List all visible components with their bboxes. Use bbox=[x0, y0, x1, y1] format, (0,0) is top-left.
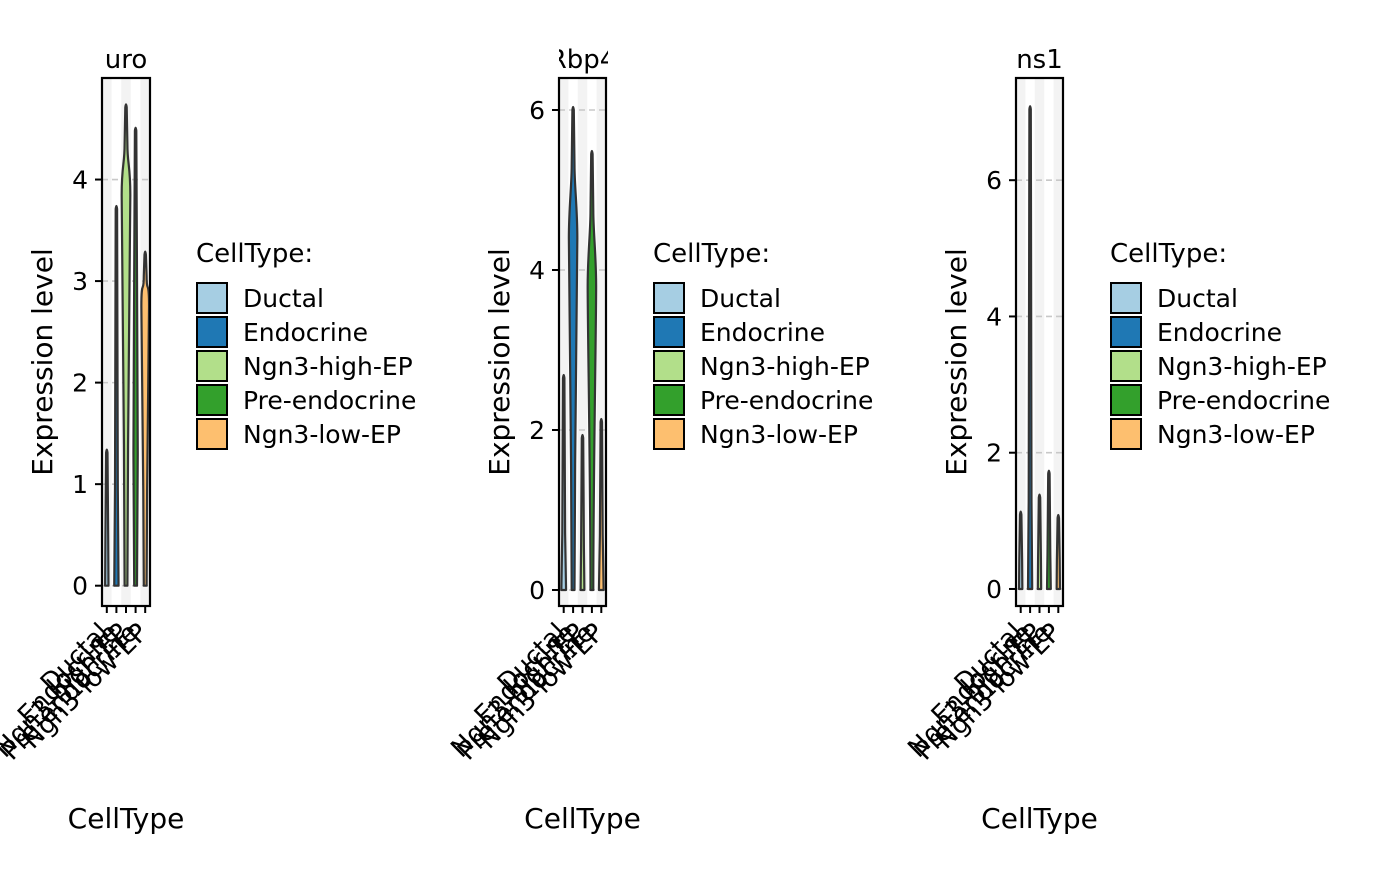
legend-swatch bbox=[196, 282, 228, 314]
violin-ngn3-low-ep bbox=[597, 417, 605, 592]
title-group: Rbp4 bbox=[549, 45, 617, 75]
background-band bbox=[596, 78, 606, 606]
panel-1: uro 0 1 2 3 4 Expression level Ductal Endocrine N… bbox=[0, 45, 416, 835]
violin-endocrine bbox=[1026, 105, 1034, 591]
legend-entry-label: Ngn3-low-EP bbox=[1157, 420, 1315, 449]
legend-swatch bbox=[653, 418, 685, 450]
legend-swatch bbox=[653, 384, 685, 416]
plot-area bbox=[1016, 78, 1063, 606]
legend-entry-label: Pre-endocrine bbox=[1157, 386, 1330, 415]
plot-area bbox=[559, 78, 606, 606]
legend-entry-label: Endocrine bbox=[1157, 318, 1282, 347]
y-tick-label: 2 bbox=[72, 369, 88, 398]
violin-ngn3-low-ep bbox=[140, 250, 150, 587]
chart-title: uro bbox=[105, 45, 148, 75]
y-tick-label: 2 bbox=[529, 416, 545, 445]
legend-title: CellType: bbox=[1110, 239, 1227, 269]
x-axis-label: CellType bbox=[68, 802, 185, 835]
violin-endocrine bbox=[567, 105, 579, 592]
y-tick-label: 0 bbox=[529, 576, 545, 605]
background-band bbox=[1053, 78, 1063, 606]
y-tick-label: 0 bbox=[986, 575, 1002, 604]
legend-entry-label: Ductal bbox=[243, 284, 324, 313]
legend-swatch bbox=[196, 418, 228, 450]
violin-ngn3-high-ep bbox=[120, 103, 132, 587]
background-band bbox=[102, 78, 112, 606]
legend-entry-label: Ngn3-high-EP bbox=[1157, 352, 1327, 381]
legend-swatch bbox=[1110, 316, 1142, 348]
legend-entry-label: Endocrine bbox=[243, 318, 368, 347]
background-band bbox=[559, 78, 569, 606]
y-tick-label: 2 bbox=[986, 439, 1002, 468]
y-tick-label: 4 bbox=[529, 256, 545, 285]
x-axis-label: CellType bbox=[524, 802, 641, 835]
violin-pre-endocrine bbox=[1045, 469, 1052, 591]
title-group: uro bbox=[105, 45, 148, 75]
legend: CellType: Ductal Endocrine Ngn3-high-EP Pre-… bbox=[196, 239, 416, 450]
panel-3: ns1 0 2 4 6 Expression level Ductal Endocrine Ng… bbox=[902, 45, 1330, 835]
x-axis-label: CellType bbox=[981, 802, 1098, 835]
violin-ductal bbox=[104, 448, 110, 587]
legend-swatch bbox=[653, 282, 685, 314]
y-axis-label: Expression level bbox=[940, 248, 973, 475]
violin-pre-endocrine bbox=[586, 149, 598, 592]
y-tick-label: 3 bbox=[72, 267, 88, 296]
legend-entry-label: Pre-endocrine bbox=[700, 386, 873, 415]
y-tick-label: 4 bbox=[986, 302, 1002, 331]
chart-title: ns1 bbox=[1016, 45, 1063, 75]
y-tick-label: 6 bbox=[529, 96, 545, 125]
legend-entry-label: Ngn3-low-EP bbox=[700, 420, 858, 449]
legend-entry-label: Ngn3-high-EP bbox=[700, 352, 870, 381]
y-tick-label: 0 bbox=[72, 572, 88, 601]
legend-swatch bbox=[653, 350, 685, 382]
background-band bbox=[577, 78, 588, 606]
legend-title: CellType: bbox=[653, 239, 770, 269]
legend: CellType: Ductal Endocrine Ngn3-high-EP Pre-… bbox=[1110, 239, 1330, 450]
violin-endocrine bbox=[113, 204, 120, 587]
violin-ductal bbox=[560, 373, 568, 592]
y-tick-label: 1 bbox=[72, 470, 88, 499]
legend-entry-label: Endocrine bbox=[700, 318, 825, 347]
legend-entry-label: Ductal bbox=[1157, 284, 1238, 313]
legend-swatch bbox=[1110, 384, 1142, 416]
y-tick-label: 6 bbox=[986, 166, 1002, 195]
plot-area bbox=[102, 78, 150, 606]
panel-2: Rbp4 0 2 4 6 Expression level Ductal Endocrine N… bbox=[445, 45, 873, 835]
y-axis-label: Expression level bbox=[483, 248, 516, 475]
legend-entry-label: Ngn3-low-EP bbox=[243, 420, 401, 449]
title-group: ns1 bbox=[1016, 45, 1063, 75]
y-tick-label: 4 bbox=[72, 166, 88, 195]
legend-entry-label: Pre-endocrine bbox=[243, 386, 416, 415]
legend: CellType: Ductal Endocrine Ngn3-high-EP Pre-… bbox=[653, 239, 873, 450]
violin-pre-endocrine bbox=[132, 126, 139, 587]
background-band bbox=[1034, 78, 1045, 606]
legend-swatch bbox=[1110, 282, 1142, 314]
legend-swatch bbox=[196, 350, 228, 382]
legend-entry-label: Ductal bbox=[700, 284, 781, 313]
chart-title: Rbp4 bbox=[549, 45, 617, 75]
legend-swatch bbox=[1110, 350, 1142, 382]
violin-ngn3-high-ep bbox=[1036, 493, 1043, 591]
legend-entry-label: Ngn3-high-EP bbox=[243, 352, 413, 381]
legend-swatch bbox=[653, 316, 685, 348]
legend-swatch bbox=[1110, 418, 1142, 450]
legend-title: CellType: bbox=[196, 239, 313, 269]
background-band bbox=[1016, 78, 1026, 606]
y-axis-label: Expression level bbox=[26, 248, 59, 475]
legend-swatch bbox=[196, 316, 228, 348]
violin-ngn3-high-ep bbox=[579, 433, 586, 592]
legend-swatch bbox=[196, 384, 228, 416]
violin-ngn3-low-ep bbox=[1055, 513, 1062, 591]
violin-ductal bbox=[1017, 510, 1024, 591]
